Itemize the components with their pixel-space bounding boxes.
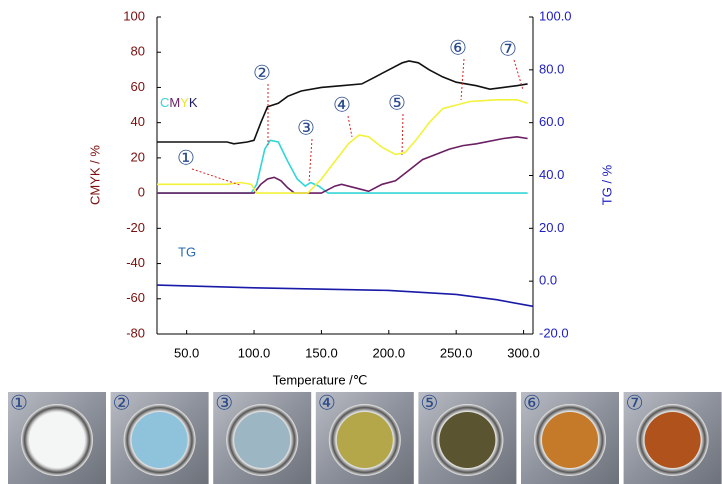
y2-tick-label: 0.0 — [539, 273, 557, 288]
annotation: ① — [177, 147, 195, 169]
sample-photo: ④ — [316, 392, 414, 484]
sample-label: ⑦ — [626, 392, 644, 414]
y2-tick-label: 100.0 — [539, 8, 572, 23]
y2-tick-label: 20.0 — [539, 220, 564, 235]
annotation-leader — [309, 139, 312, 183]
legend-entry: TG — [178, 244, 196, 259]
y-tick-label: -20 — [126, 220, 145, 235]
y-tick-label: -60 — [126, 290, 145, 305]
annotation: ② — [253, 62, 271, 84]
x-tick-label: 150.0 — [305, 345, 338, 360]
chart: Temperature /℃ CMYK / % TG / % CMYK TG -… — [0, 0, 722, 484]
legend-entry: C — [160, 95, 169, 110]
y2-tick-label: -20.0 — [539, 325, 569, 340]
y-tick-label: 60 — [131, 79, 145, 94]
photo-sample — [439, 412, 495, 468]
y-tick-label: 80 — [131, 44, 145, 59]
y-tick-label: -40 — [126, 255, 145, 270]
x-tick-label: 50.0 — [174, 345, 199, 360]
x-tick-label: 200.0 — [373, 345, 406, 360]
x-tick-label: 300.0 — [507, 345, 540, 360]
annotation-leader — [192, 169, 240, 185]
photo-sample — [132, 412, 188, 468]
y2-tick-label: 40.0 — [539, 167, 564, 182]
y-tick-label: 20 — [131, 149, 145, 164]
sample-label: ① — [10, 392, 28, 414]
legend-entry: Y — [180, 95, 189, 110]
y2-axis-label: TG / % — [599, 164, 614, 205]
y-axis-label: CMYK / % — [87, 145, 102, 205]
legend: CMYK — [160, 95, 198, 110]
x-tick-label: 100.0 — [238, 345, 271, 360]
annotation: ④ — [333, 94, 351, 116]
y-tick-label: 40 — [131, 114, 145, 129]
y-tick-label: 100 — [123, 8, 145, 23]
x-axis-label: Temperature /℃ — [273, 372, 368, 387]
series-line — [157, 285, 533, 306]
annotation-leader — [348, 116, 352, 137]
sample-label: ④ — [318, 392, 336, 414]
annotation: ⑥ — [449, 37, 467, 59]
sample-photo: ② — [111, 392, 209, 484]
y-tick-label: 0 — [138, 185, 145, 200]
sample-label: ⑥ — [523, 392, 541, 414]
photo-sample — [337, 412, 393, 468]
legend-entry: K — [189, 95, 198, 110]
sample-label: ⑤ — [420, 392, 438, 414]
photo-sample — [645, 412, 701, 468]
annotation: ③ — [297, 117, 315, 139]
legend-entry: M — [169, 95, 180, 110]
y2-tick-label: 80.0 — [539, 61, 564, 76]
sample-photo: ⑦ — [624, 392, 722, 484]
photo-sample — [234, 412, 290, 468]
y-tick-label: -80 — [126, 325, 145, 340]
sample-photo: ⑥ — [521, 392, 619, 484]
sample-label: ② — [113, 392, 131, 414]
sample-photo: ① — [8, 392, 106, 484]
photo-sample — [542, 412, 598, 468]
x-tick-label: 250.0 — [440, 345, 473, 360]
sample-photo: ③ — [213, 392, 311, 484]
sample-photo: ⑤ — [418, 392, 516, 484]
annotation-leader — [461, 59, 464, 100]
y2-tick-label: 60.0 — [539, 114, 564, 129]
sample-label: ③ — [215, 392, 233, 414]
annotation: ⑤ — [388, 92, 406, 114]
annotation: ⑦ — [499, 38, 517, 60]
photo-sample — [29, 412, 85, 468]
annotation-leader — [402, 114, 403, 155]
